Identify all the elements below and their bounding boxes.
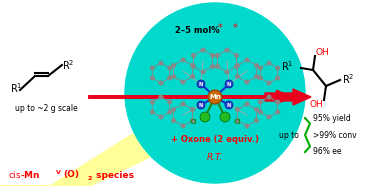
Text: up to ~2 g scale: up to ~2 g scale	[15, 103, 78, 113]
Text: N: N	[227, 81, 231, 86]
Circle shape	[245, 102, 249, 106]
Circle shape	[150, 76, 154, 80]
Circle shape	[259, 100, 262, 104]
Text: OH: OH	[316, 47, 330, 57]
Circle shape	[159, 61, 163, 65]
Circle shape	[181, 124, 185, 128]
Text: >99% conv: >99% conv	[313, 131, 356, 140]
Circle shape	[255, 119, 258, 122]
Text: N: N	[227, 102, 231, 108]
Circle shape	[245, 124, 249, 128]
Circle shape	[267, 61, 271, 65]
Circle shape	[150, 110, 154, 114]
Circle shape	[168, 66, 172, 70]
Text: $\mathrm{R^1}$: $\mathrm{R^1}$	[280, 59, 293, 73]
Circle shape	[276, 66, 279, 70]
Circle shape	[208, 90, 222, 104]
Circle shape	[125, 3, 305, 183]
Text: Cl: Cl	[189, 119, 197, 125]
Circle shape	[172, 108, 175, 111]
Circle shape	[191, 64, 194, 67]
Text: $\mathrm{cis}$-Mn: $\mathrm{cis}$-Mn	[8, 169, 40, 180]
Circle shape	[220, 112, 230, 122]
Circle shape	[276, 76, 279, 80]
Circle shape	[211, 65, 214, 68]
Text: $\mathrm{R^2}$: $\mathrm{R^2}$	[62, 58, 74, 72]
Circle shape	[181, 102, 185, 106]
Text: Cl: Cl	[233, 119, 241, 125]
Circle shape	[225, 101, 233, 109]
Circle shape	[197, 101, 205, 109]
Circle shape	[192, 54, 195, 57]
Circle shape	[159, 81, 163, 85]
Text: 96% ee: 96% ee	[313, 147, 341, 156]
Text: (O): (O)	[63, 171, 79, 179]
Text: *: *	[218, 23, 222, 33]
Circle shape	[168, 110, 172, 114]
Circle shape	[197, 80, 205, 88]
FancyArrow shape	[265, 89, 311, 105]
Circle shape	[191, 119, 194, 122]
Text: N: N	[199, 102, 203, 108]
Circle shape	[216, 54, 219, 57]
Circle shape	[235, 75, 239, 78]
Circle shape	[225, 80, 233, 88]
Circle shape	[216, 65, 219, 68]
Circle shape	[235, 65, 238, 68]
Circle shape	[235, 64, 239, 67]
Circle shape	[159, 95, 163, 99]
Text: $\mathrm{R^1}$: $\mathrm{R^1}$	[10, 81, 22, 95]
Text: up to: up to	[279, 131, 299, 140]
Circle shape	[200, 112, 210, 122]
Text: 2: 2	[87, 176, 91, 180]
Circle shape	[235, 108, 239, 111]
Circle shape	[201, 70, 205, 74]
Circle shape	[150, 66, 154, 70]
Text: V: V	[56, 169, 61, 174]
Text: $\mathrm{R^2}$: $\mathrm{R^2}$	[342, 72, 355, 86]
Circle shape	[259, 110, 262, 114]
Circle shape	[235, 54, 238, 57]
Circle shape	[267, 95, 271, 99]
Circle shape	[276, 100, 279, 104]
Circle shape	[159, 115, 163, 119]
Circle shape	[225, 70, 229, 74]
Circle shape	[201, 48, 205, 52]
Text: 2–5 mol%: 2–5 mol%	[175, 25, 220, 34]
Circle shape	[255, 75, 258, 78]
Circle shape	[235, 119, 239, 122]
Circle shape	[255, 108, 258, 111]
Circle shape	[168, 100, 172, 104]
Circle shape	[245, 80, 249, 84]
Text: 95% yield: 95% yield	[313, 113, 351, 123]
Circle shape	[168, 76, 172, 80]
Circle shape	[191, 75, 194, 78]
Circle shape	[245, 58, 249, 62]
Text: OH: OH	[309, 100, 323, 108]
Circle shape	[276, 110, 279, 114]
Circle shape	[181, 58, 185, 62]
Circle shape	[259, 76, 262, 80]
Polygon shape	[155, 110, 185, 145]
Text: *: *	[232, 23, 237, 33]
Circle shape	[150, 100, 154, 104]
Circle shape	[181, 80, 185, 84]
Circle shape	[192, 65, 195, 68]
Circle shape	[255, 64, 258, 67]
Polygon shape	[0, 120, 175, 186]
Circle shape	[211, 54, 214, 57]
Circle shape	[191, 108, 194, 111]
Circle shape	[225, 48, 229, 52]
Circle shape	[172, 75, 175, 78]
Circle shape	[259, 66, 262, 70]
Text: R.T.: R.T.	[207, 153, 223, 163]
Text: species: species	[93, 171, 134, 179]
Text: Mn: Mn	[209, 94, 221, 100]
Circle shape	[267, 81, 271, 85]
Text: N: N	[199, 81, 203, 86]
Circle shape	[267, 115, 271, 119]
Text: + Oxone (2 equiv.): + Oxone (2 equiv.)	[171, 135, 259, 145]
Circle shape	[172, 119, 175, 122]
Circle shape	[172, 64, 175, 67]
